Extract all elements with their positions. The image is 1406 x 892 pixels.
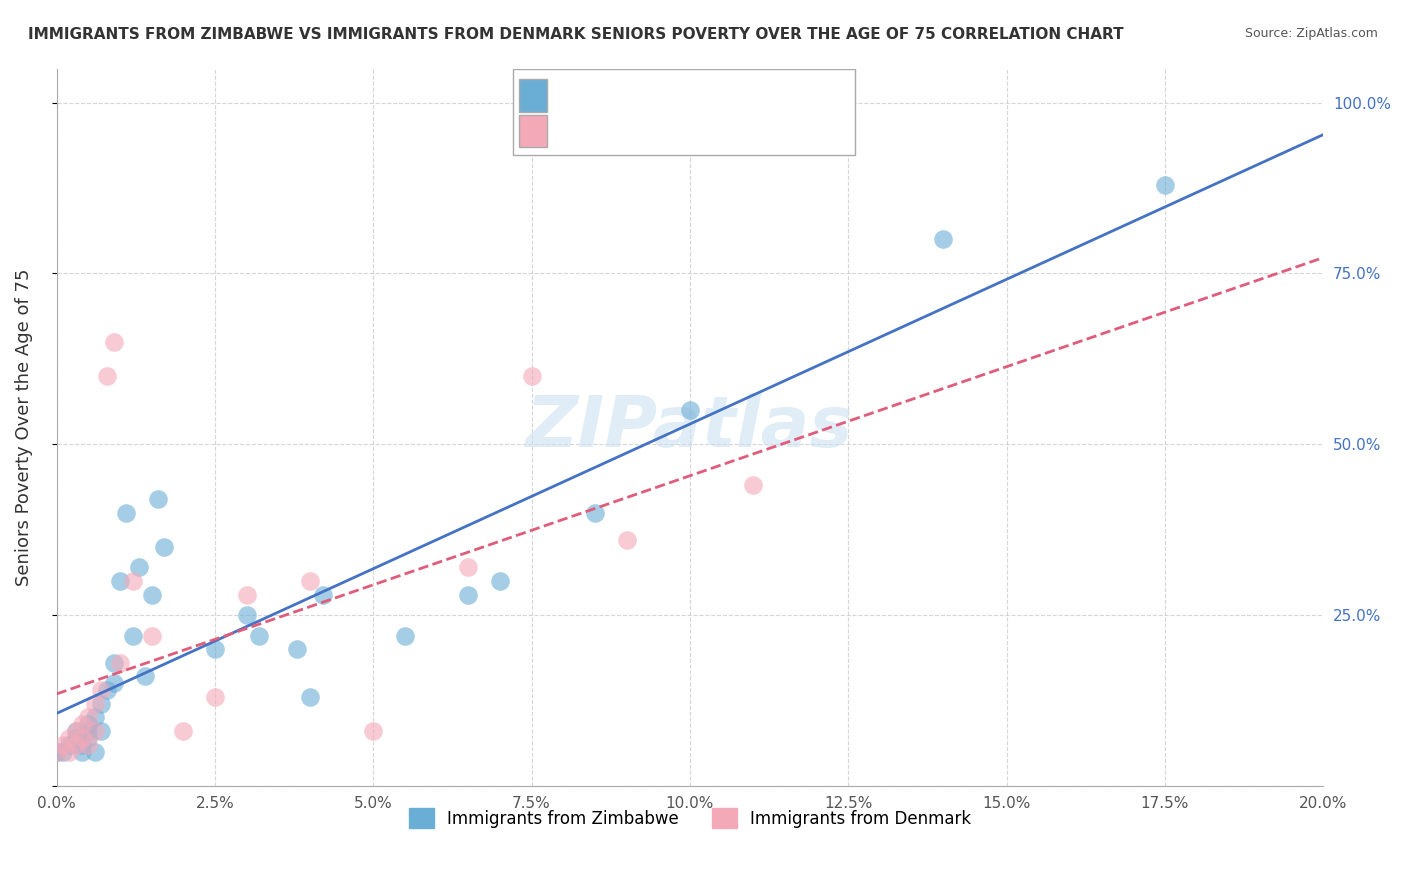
- Point: [616, 533, 638, 547]
- Point: [204, 642, 226, 657]
- Point: [121, 574, 143, 588]
- Text: R =  0.630   N = 38: R = 0.630 N = 38: [551, 88, 713, 106]
- Point: [121, 628, 143, 642]
- Point: [65, 724, 87, 739]
- Point: [103, 656, 125, 670]
- Point: [153, 540, 176, 554]
- FancyBboxPatch shape: [513, 69, 855, 154]
- Y-axis label: Seniors Poverty Over the Age of 75: Seniors Poverty Over the Age of 75: [15, 268, 32, 586]
- Point: [235, 607, 257, 622]
- Point: [141, 628, 163, 642]
- Point: [90, 683, 112, 698]
- Point: [489, 574, 512, 588]
- Point: [77, 710, 100, 724]
- FancyBboxPatch shape: [519, 79, 547, 112]
- Point: [108, 656, 131, 670]
- Point: [141, 587, 163, 601]
- FancyBboxPatch shape: [519, 115, 547, 147]
- Point: [65, 724, 87, 739]
- Point: [83, 710, 105, 724]
- Point: [247, 628, 270, 642]
- Point: [96, 683, 118, 698]
- Point: [70, 745, 93, 759]
- Text: Source: ZipAtlas.com: Source: ZipAtlas.com: [1244, 27, 1378, 40]
- Point: [65, 731, 87, 745]
- Point: [77, 731, 100, 745]
- Point: [108, 574, 131, 588]
- Point: [70, 731, 93, 745]
- Point: [679, 403, 702, 417]
- Point: [298, 690, 321, 704]
- Point: [146, 491, 169, 506]
- Point: [65, 738, 87, 752]
- Point: [134, 669, 156, 683]
- Point: [58, 738, 80, 752]
- Point: [83, 697, 105, 711]
- Point: [361, 724, 384, 739]
- Point: [285, 642, 308, 657]
- Point: [298, 574, 321, 588]
- Point: [58, 745, 80, 759]
- Point: [45, 745, 67, 759]
- Point: [932, 232, 955, 246]
- Point: [235, 587, 257, 601]
- Point: [115, 506, 138, 520]
- Point: [58, 731, 80, 745]
- Point: [172, 724, 194, 739]
- Point: [45, 745, 67, 759]
- Text: R =  0.621   N = 27: R = 0.621 N = 27: [551, 124, 713, 142]
- Point: [394, 628, 416, 642]
- Point: [128, 560, 150, 574]
- Point: [103, 676, 125, 690]
- Point: [52, 738, 75, 752]
- Point: [457, 587, 479, 601]
- Point: [70, 717, 93, 731]
- Point: [83, 745, 105, 759]
- Point: [742, 478, 765, 492]
- Point: [77, 717, 100, 731]
- Point: [583, 506, 606, 520]
- Point: [103, 334, 125, 349]
- Point: [90, 724, 112, 739]
- Point: [204, 690, 226, 704]
- Point: [77, 738, 100, 752]
- Point: [96, 368, 118, 383]
- Point: [457, 560, 479, 574]
- Point: [83, 724, 105, 739]
- Point: [1154, 178, 1177, 192]
- Point: [520, 368, 543, 383]
- Point: [52, 745, 75, 759]
- Legend: Immigrants from Zimbabwe, Immigrants from Denmark: Immigrants from Zimbabwe, Immigrants fro…: [402, 801, 979, 835]
- Text: IMMIGRANTS FROM ZIMBABWE VS IMMIGRANTS FROM DENMARK SENIORS POVERTY OVER THE AGE: IMMIGRANTS FROM ZIMBABWE VS IMMIGRANTS F…: [28, 27, 1123, 42]
- Point: [311, 587, 333, 601]
- Point: [70, 738, 93, 752]
- Point: [90, 697, 112, 711]
- Text: ZIPatlas: ZIPatlas: [526, 392, 853, 462]
- Point: [77, 724, 100, 739]
